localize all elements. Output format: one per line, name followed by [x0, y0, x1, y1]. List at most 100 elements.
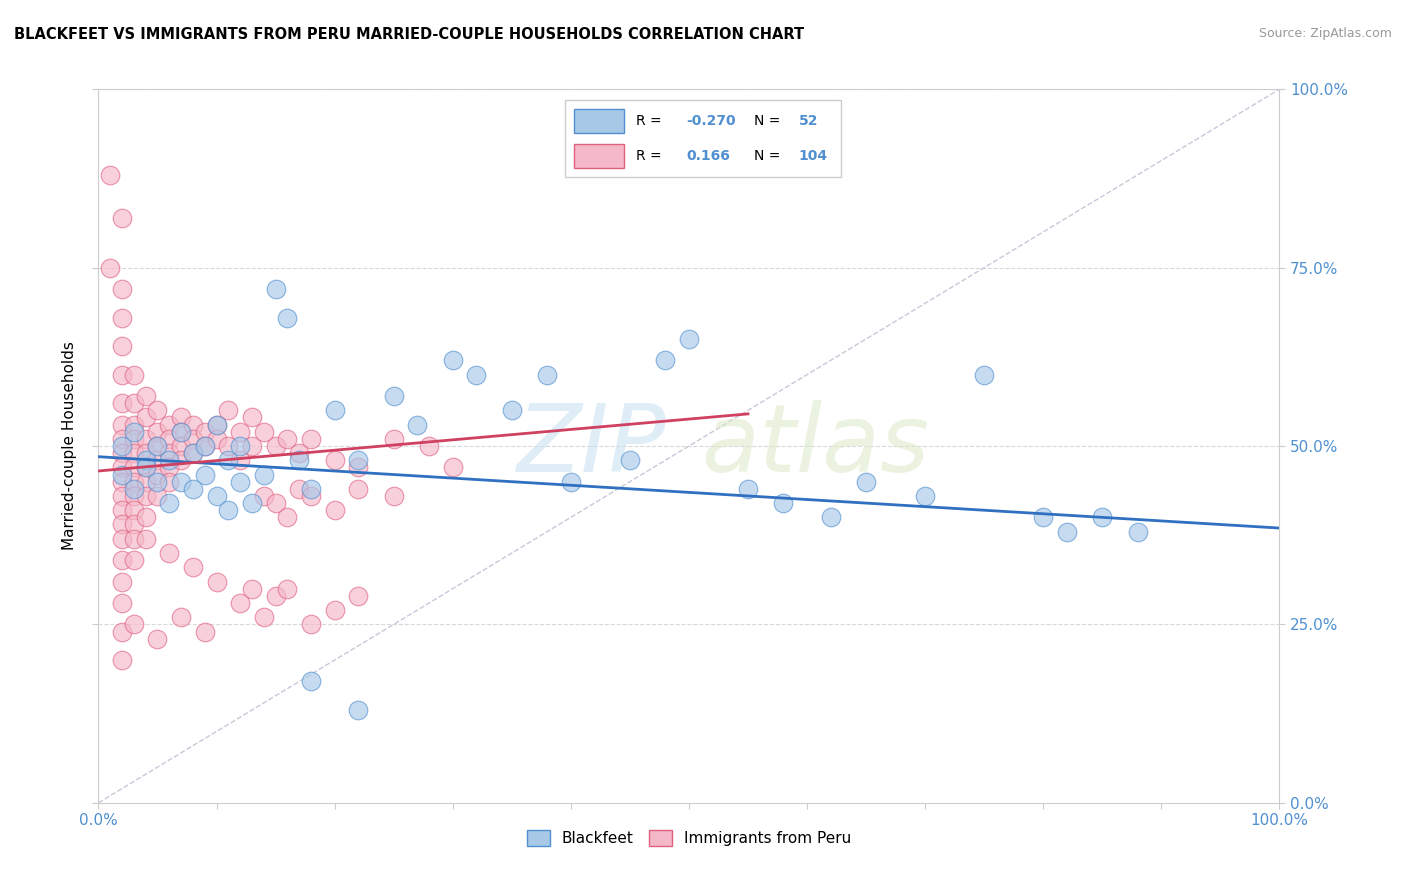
- Point: [181, 482, 204, 496]
- Point: [288, 482, 311, 496]
- Point: [111, 532, 134, 546]
- Point: [194, 425, 217, 439]
- Point: [122, 475, 145, 489]
- Point: [914, 489, 936, 503]
- Point: [122, 617, 145, 632]
- Point: [1032, 510, 1054, 524]
- Text: N =: N =: [754, 149, 785, 163]
- Point: [299, 482, 322, 496]
- Point: [536, 368, 558, 382]
- Point: [111, 489, 134, 503]
- FancyBboxPatch shape: [574, 109, 624, 133]
- Point: [135, 475, 157, 489]
- Point: [135, 432, 157, 446]
- FancyBboxPatch shape: [574, 144, 624, 168]
- Point: [347, 482, 370, 496]
- Point: [122, 482, 145, 496]
- Point: [820, 510, 842, 524]
- Point: [1056, 524, 1078, 539]
- Text: BLACKFEET VS IMMIGRANTS FROM PERU MARRIED-COUPLE HOUSEHOLDS CORRELATION CHART: BLACKFEET VS IMMIGRANTS FROM PERU MARRIE…: [14, 27, 804, 42]
- Point: [253, 610, 276, 624]
- Point: [441, 353, 464, 368]
- Point: [253, 467, 276, 482]
- Point: [146, 489, 169, 503]
- Point: [229, 425, 252, 439]
- Point: [276, 510, 298, 524]
- Point: [111, 624, 134, 639]
- Point: [146, 439, 169, 453]
- Point: [135, 446, 157, 460]
- Text: 52: 52: [799, 113, 818, 128]
- Point: [111, 553, 134, 567]
- Point: [441, 460, 464, 475]
- Point: [205, 417, 228, 432]
- Point: [678, 332, 700, 346]
- Point: [276, 432, 298, 446]
- Point: [264, 282, 287, 296]
- Point: [135, 489, 157, 503]
- Point: [157, 496, 180, 510]
- Text: 0.166: 0.166: [686, 149, 730, 163]
- Point: [122, 517, 145, 532]
- Point: [146, 403, 169, 417]
- Point: [229, 439, 252, 453]
- Point: [111, 417, 134, 432]
- Point: [111, 653, 134, 667]
- Point: [217, 453, 239, 467]
- Point: [276, 310, 298, 325]
- Point: [205, 432, 228, 446]
- Point: [181, 446, 204, 460]
- Point: [170, 453, 193, 467]
- Point: [111, 475, 134, 489]
- Point: [501, 403, 523, 417]
- Point: [111, 460, 134, 475]
- Text: Source: ZipAtlas.com: Source: ZipAtlas.com: [1258, 27, 1392, 40]
- Point: [146, 439, 169, 453]
- Point: [111, 339, 134, 353]
- Text: R =: R =: [636, 113, 665, 128]
- Point: [406, 417, 429, 432]
- Point: [122, 489, 145, 503]
- Point: [170, 410, 193, 425]
- Point: [122, 553, 145, 567]
- Text: ZIP: ZIP: [516, 401, 665, 491]
- Point: [299, 674, 322, 689]
- Point: [122, 446, 145, 460]
- Point: [560, 475, 582, 489]
- Point: [347, 703, 370, 717]
- Point: [1091, 510, 1114, 524]
- Point: [170, 425, 193, 439]
- Point: [217, 403, 239, 417]
- Point: [181, 432, 204, 446]
- Point: [146, 425, 169, 439]
- Point: [240, 439, 263, 453]
- Point: [217, 439, 239, 453]
- Point: [772, 496, 794, 510]
- Point: [194, 439, 217, 453]
- Point: [122, 503, 145, 517]
- Point: [170, 439, 193, 453]
- Point: [122, 460, 145, 475]
- Point: [157, 546, 180, 560]
- Point: [264, 439, 287, 453]
- Point: [418, 439, 440, 453]
- Point: [122, 396, 145, 410]
- Point: [135, 389, 157, 403]
- Point: [323, 453, 346, 467]
- Point: [299, 432, 322, 446]
- Point: [122, 425, 145, 439]
- Text: atlas: atlas: [700, 401, 929, 491]
- Point: [194, 467, 217, 482]
- Point: [264, 589, 287, 603]
- Point: [111, 439, 134, 453]
- Point: [855, 475, 877, 489]
- Point: [205, 489, 228, 503]
- Point: [111, 517, 134, 532]
- Point: [122, 432, 145, 446]
- Text: -0.270: -0.270: [686, 113, 735, 128]
- Point: [111, 467, 134, 482]
- Point: [135, 460, 157, 475]
- Text: 104: 104: [799, 149, 828, 163]
- Point: [111, 574, 134, 589]
- Text: R =: R =: [636, 149, 665, 163]
